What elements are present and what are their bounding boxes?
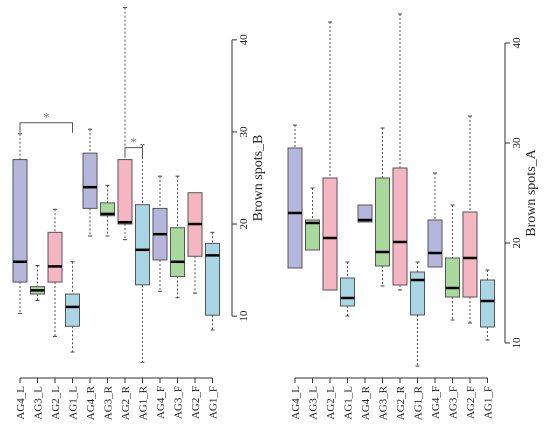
box [375,177,390,267]
box [322,177,338,291]
significance-bracket [124,147,143,158]
box [12,159,28,283]
significance-bracket [19,122,73,133]
x-tick-label: AG4_R [360,385,372,420]
x-tick-label: AG1_L [68,386,80,420]
box [427,219,443,268]
box [445,257,460,298]
box [82,152,98,209]
box [392,167,408,286]
x-tick-label: AG3_F [448,386,460,419]
y-axis-label: Brown spots_A [524,148,539,236]
box [170,227,185,278]
box [135,204,150,286]
x-tick-label: AG1_F [483,386,495,419]
y-tick-label: 30 [511,137,523,149]
x-tick-label: AG3_R [103,385,115,420]
box [462,211,478,298]
x-tick-label: AG4_L [15,386,27,420]
y-tick-label: 40 [511,37,523,49]
x-tick-label: AG1_R [138,385,150,420]
y-tick-label: 20 [511,237,523,249]
x-tick-label: AG2_R [120,385,132,420]
x-tick-label: AG3_R [378,385,390,420]
y-tick-label: 10 [511,337,523,349]
box [410,271,425,316]
y-tick-label: 30 [238,126,250,138]
x-tick-label: AG4_F [430,386,442,419]
x-tick-label: AG3_L [33,386,45,420]
box [100,202,115,217]
box [65,293,80,327]
significance-label: * [43,110,50,125]
x-tick-label: AG2_F [465,386,477,419]
x-tick-label: AG4_R [85,385,97,420]
box [357,204,373,223]
box [47,231,63,283]
box [205,242,220,316]
box [480,279,495,328]
x-tick-label: AG4_L [290,386,302,420]
box [287,147,303,269]
y-tick-label: 10 [238,310,250,322]
x-tick-label: AG2_L [325,386,337,420]
x-tick-label: AG2_R [395,385,407,420]
x-tick-label: AG4_F [155,386,167,419]
x-tick-label: AG1_L [343,386,355,420]
box [305,219,320,251]
x-tick-label: AG2_L [50,386,62,420]
y-tick-label: 20 [238,218,250,230]
x-tick-label: AG2_F [190,386,202,419]
y-axis-label: Brown spots_B [251,135,266,222]
significance-label: * [131,135,138,150]
box [117,159,133,225]
x-tick-label: AG3_F [173,386,185,419]
y-tick-label: 40 [238,34,250,46]
box [340,277,355,307]
x-tick-label: AG3_L [308,386,320,420]
x-tick-label: AG1_R [413,385,425,420]
x-tick-label: AG1_F [208,386,220,419]
